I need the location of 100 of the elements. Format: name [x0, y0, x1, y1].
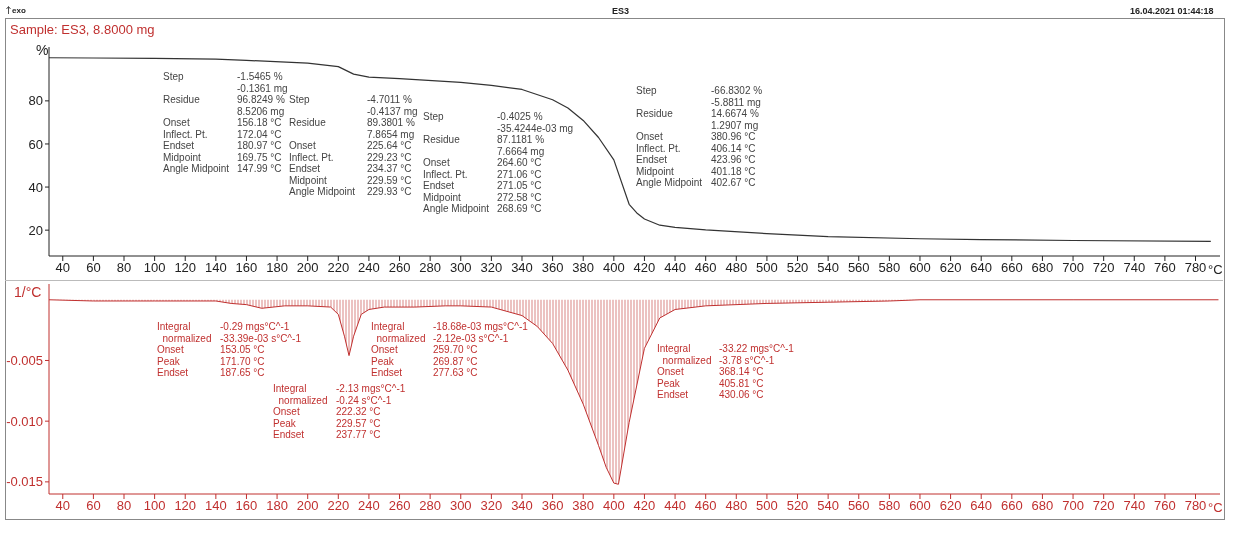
x-tick-label: 580 [878, 498, 901, 514]
x-tick-label: 60 [86, 498, 101, 514]
x-tick-label: 100 [143, 498, 166, 514]
x-tick-label: 180 [266, 498, 288, 514]
x-tick-label: 720 [1092, 498, 1115, 514]
x-tick-label: 160 [235, 260, 258, 276]
text: Integral -18.68e-03 mgs°C^-1 normalized -2.12e-03 s°C^-1 Onset 259.70 °C Peak 269.87 °C Endset 277.63 °C [371, 321, 528, 378]
x-tick-label: 440 [664, 498, 686, 514]
x-tick-label: 580 [878, 260, 901, 276]
y-tick-label: -0.005 [6, 353, 43, 369]
x-tick-label: 120 [174, 498, 197, 514]
x-tick-label: 360 [541, 260, 564, 276]
x-tick-label: 80 [116, 498, 132, 514]
y-tick-label: 80 [28, 93, 43, 109]
text: Step -66.8302 % -5.8811 mg Residue 14.6674 % 1.2907 mg Onset 380.96 °C Inflect. Pt. 406.14 °C Endset 423.96 °C Midpoint 401.18 °C Angle Midpoint 402.67 °C [636, 85, 763, 188]
x-tick-label: 720 [1092, 260, 1115, 276]
x-tick-label: 740 [1123, 260, 1146, 276]
x-tick-label: 420 [633, 498, 656, 514]
x-tick-label: 700 [1062, 260, 1084, 276]
x-tick-label: 780 [1184, 498, 1207, 514]
x-tick-label: 60 [86, 260, 101, 276]
x-tick-label: 80 [116, 260, 132, 276]
y-tick-label: -0.010 [6, 413, 43, 429]
y-axis-title: % [36, 42, 49, 58]
x-tick-label: 380 [572, 260, 595, 276]
x-tick-label: 600 [909, 260, 931, 276]
x-tick-label: 440 [664, 260, 686, 276]
x-tick-label: 660 [1000, 260, 1023, 276]
x-tick-label: 320 [480, 260, 503, 276]
x-tick-label: 780 [1184, 260, 1207, 276]
x-tick-label: 400 [602, 260, 625, 276]
x-tick-label: 40 [55, 260, 71, 276]
x-tick-label: 380 [572, 498, 595, 514]
x-tick-label: 660 [1000, 498, 1023, 514]
x-tick-label: 500 [756, 498, 778, 514]
x-tick-label: 320 [480, 498, 503, 514]
x-tick-label: 760 [1154, 260, 1176, 276]
x-tick-label: 480 [725, 498, 748, 514]
x-tick-label: 540 [817, 498, 839, 514]
text: Step -0.4025 % -35.4244e-03 mg Residue 87.1181 % 7.6664 mg Onset 264.60 °C Inflect. Pt. 271.06 °C Endset 271.05 °C Midpoint 272.58 °C Angle Midpoint 268.69 °C [423, 111, 574, 214]
x-tick-label: 260 [388, 260, 411, 276]
x-tick-label: 220 [327, 260, 350, 276]
x-tick-label: 140 [205, 498, 227, 514]
x-tick-label: 680 [1031, 260, 1054, 276]
y-axis-title: 1/°C [14, 284, 42, 300]
x-tick-label: 540 [817, 260, 839, 276]
x-tick-label: 620 [939, 260, 962, 276]
x-tick-label: 240 [358, 260, 380, 276]
text: Integral -0.29 mgs°C^-1 normalized -33.39e-03 s°C^-1 Onset 153.05 °C Peak 171.70 °C Endset 187.65 °C [157, 321, 301, 378]
x-tick-label: 560 [847, 498, 870, 514]
x-tick-label: 640 [970, 498, 993, 514]
y-tick-label: 60 [28, 136, 43, 152]
line-series [49, 57, 1212, 242]
x-tick-label: 680 [1031, 498, 1054, 514]
x-tick-label: 300 [449, 498, 472, 514]
x-tick-label: 280 [419, 260, 441, 276]
x-tick-label: 420 [633, 260, 656, 276]
x-tick-label: 740 [1123, 498, 1146, 514]
x-tick-label: 560 [847, 260, 870, 276]
y-tick-label: 40 [28, 179, 43, 195]
x-tick-label: 600 [909, 498, 931, 514]
x-tick-label: 700 [1062, 498, 1084, 514]
x-tick-label: 140 [205, 260, 227, 276]
x-tick-label: 200 [296, 498, 319, 514]
y-tick-label: 20 [28, 222, 43, 238]
x-tick-label: 360 [541, 498, 564, 514]
text: 16.04.2021 01:44:18 [1130, 6, 1214, 16]
x-axis-title: °C [1208, 500, 1223, 515]
x-tick-label: 500 [756, 260, 778, 276]
text: Integral -2.13 mgs°C^-1 normalized -0.24 s°C^-1 Onset 222.32 °C Peak 229.57 °C Endset 237.77 °C [273, 383, 406, 440]
text: Step -4.7011 % -0.4137 mg Residue 89.3801 % 7.8654 mg Onset 225.64 °C Inflect. Pt. 229.23 °C Endset 234.37 °C Midpoint 229.59 °C Angle Midpoint 229.93 °C [289, 94, 418, 197]
x-tick-label: 220 [327, 498, 350, 514]
x-tick-label: 40 [55, 498, 71, 514]
x-tick-label: 520 [786, 498, 809, 514]
x-tick-label: 260 [388, 498, 411, 514]
x-axis-title: °C [1208, 262, 1223, 277]
x-tick-label: 180 [266, 260, 288, 276]
x-tick-label: 160 [235, 498, 258, 514]
x-tick-label: 340 [511, 498, 533, 514]
chart-title: Sample: ES3, 8.8000 mg [10, 22, 155, 37]
x-tick-label: 240 [358, 498, 380, 514]
x-tick-label: 280 [419, 498, 441, 514]
x-tick-label: 100 [143, 260, 166, 276]
x-tick-label: 480 [725, 260, 748, 276]
x-tick-label: 200 [296, 260, 319, 276]
x-tick-label: 640 [970, 260, 993, 276]
y-tick-label: -0.015 [6, 474, 43, 490]
text: ES3 [612, 6, 630, 16]
text: Integral -33.22 mgs°C^-1 normalized -3.78 s°C^-1 Onset 368.14 °C Peak 405.81 °C Endset 430.06 °C [657, 343, 794, 400]
x-tick-label: 460 [694, 260, 717, 276]
x-tick-label: 340 [511, 260, 533, 276]
x-tick-label: 760 [1154, 498, 1176, 514]
text: exo [12, 6, 26, 15]
x-tick-label: 120 [174, 260, 197, 276]
x-tick-label: 620 [939, 498, 962, 514]
x-tick-label: 520 [786, 260, 809, 276]
x-tick-label: 460 [694, 498, 717, 514]
x-tick-label: 400 [602, 498, 625, 514]
text: Step -1.5465 % -0.1361 mg Residue 96.8249 % 8.5206 mg Onset 156.18 °C Inflect. Pt. 172.04 °C Endset 180.97 °C Midpoint 169.75 °C Angle Midpoint 147.99 °C [163, 71, 288, 174]
x-tick-label: 300 [449, 260, 472, 276]
